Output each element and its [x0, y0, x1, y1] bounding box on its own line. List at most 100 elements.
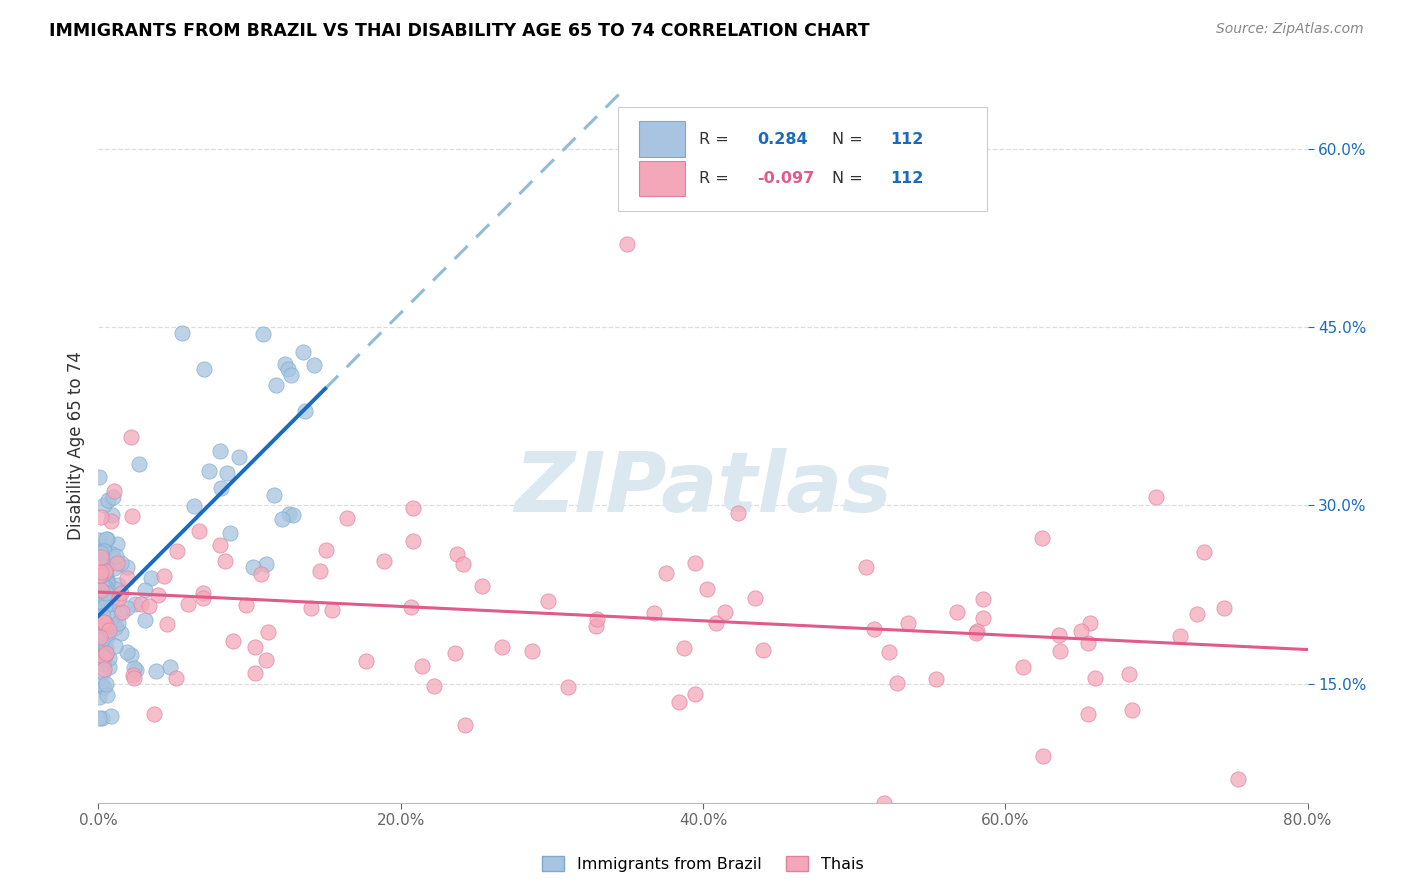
Point	[89, 609, 111, 624]
Point	[90, 566, 112, 580]
Point	[89, 569, 111, 583]
Point	[90, 574, 112, 588]
Point	[1077, 636, 1099, 650]
Text: 112: 112	[890, 132, 924, 146]
Point	[877, 645, 900, 659]
Point	[93, 498, 115, 512]
Point	[104, 621, 127, 635]
Point	[727, 506, 749, 520]
Point	[124, 597, 146, 611]
Point	[90, 509, 112, 524]
Point	[1118, 667, 1140, 681]
Point	[129, 597, 152, 611]
Point	[522, 644, 544, 658]
Point	[117, 560, 139, 574]
Point	[277, 362, 299, 376]
Point	[91, 648, 114, 663]
Point	[243, 640, 266, 654]
Point	[94, 617, 117, 632]
Point	[103, 549, 125, 564]
Point	[274, 357, 297, 371]
Point	[423, 679, 446, 693]
Point	[252, 327, 274, 342]
Point	[683, 556, 706, 570]
Point	[94, 599, 117, 613]
Point	[411, 659, 433, 673]
Point	[93, 578, 115, 592]
Point	[1084, 671, 1107, 685]
Point	[94, 648, 117, 662]
Point	[250, 566, 273, 581]
Point	[117, 601, 139, 615]
Point	[321, 603, 343, 617]
Point	[105, 549, 128, 563]
Point	[96, 632, 118, 646]
Point	[966, 624, 988, 638]
Text: ZIPatlas: ZIPatlas	[515, 449, 891, 529]
Point	[1031, 531, 1053, 545]
Point	[91, 543, 114, 558]
Point	[107, 615, 129, 630]
Point	[121, 668, 143, 682]
Point	[97, 492, 120, 507]
Point	[91, 609, 114, 624]
Point	[197, 464, 219, 478]
Point	[897, 615, 920, 630]
Point	[264, 377, 287, 392]
Point	[302, 359, 325, 373]
Point	[105, 536, 128, 550]
Point	[97, 660, 120, 674]
Point	[585, 612, 607, 626]
Point	[93, 637, 115, 651]
Point	[191, 586, 214, 600]
Point	[94, 566, 117, 580]
Point	[281, 508, 304, 522]
Point	[145, 665, 167, 679]
Legend: Immigrants from Brazil, Thais: Immigrants from Brazil, Thais	[536, 850, 870, 879]
Point	[89, 594, 111, 608]
Point	[451, 557, 474, 571]
Point	[263, 488, 285, 502]
Point	[668, 695, 690, 709]
Point	[228, 450, 250, 465]
Point	[1168, 628, 1191, 642]
Point	[100, 514, 122, 528]
Point	[120, 648, 142, 663]
Point	[96, 689, 118, 703]
Point	[91, 657, 114, 671]
Point	[159, 659, 181, 673]
Point	[89, 568, 111, 582]
Point	[89, 631, 111, 645]
Point	[94, 647, 117, 661]
Point	[94, 640, 117, 655]
Point	[1121, 703, 1143, 717]
Point	[93, 542, 115, 557]
Point	[94, 677, 117, 691]
Point	[1049, 628, 1071, 642]
Point	[146, 588, 169, 602]
Point	[134, 613, 156, 627]
Point	[98, 623, 121, 637]
Point	[208, 537, 231, 551]
Point	[103, 484, 125, 499]
Point	[873, 796, 896, 810]
Point	[101, 598, 124, 612]
Point	[752, 643, 775, 657]
Point	[111, 605, 134, 619]
Point	[1078, 616, 1101, 631]
Point	[98, 593, 121, 607]
Point	[696, 582, 718, 596]
Point	[90, 583, 112, 598]
Point	[94, 631, 117, 645]
Point	[399, 600, 422, 615]
Point	[100, 611, 122, 625]
Point	[1011, 660, 1033, 674]
Point	[89, 533, 111, 547]
Point	[96, 576, 118, 591]
Point	[1192, 545, 1215, 559]
Point	[643, 606, 665, 620]
Point	[90, 677, 112, 691]
Text: IMMIGRANTS FROM BRAZIL VS THAI DISABILITY AGE 65 TO 74 CORRELATION CHART: IMMIGRANTS FROM BRAZIL VS THAI DISABILIT…	[49, 22, 870, 40]
Point	[294, 404, 316, 418]
Point	[291, 345, 314, 359]
